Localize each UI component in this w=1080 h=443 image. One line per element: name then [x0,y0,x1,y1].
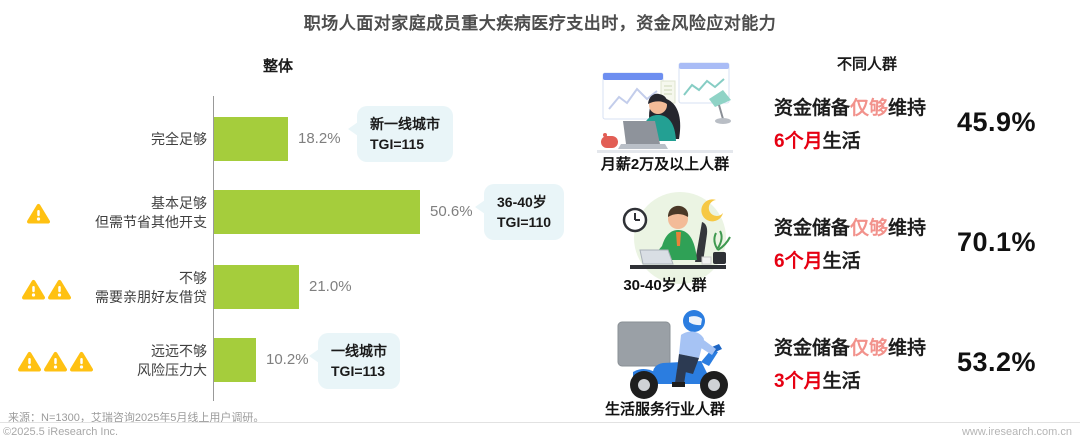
bar-value: 21.0% [309,278,352,295]
warning-icons [18,351,93,372]
bar [214,338,256,382]
website-url: www.iresearch.com.cn [961,426,1072,438]
warning-icons [22,279,71,300]
bar-label: 基本足够 但需节省其他开支 [95,195,207,230]
warning-icon [48,279,71,300]
group-percent: 53.2% [957,347,1037,377]
bar-label: 远远不够 风险压力大 [137,343,207,378]
tgi-tooltip: 新一线城市 TGI=115 [348,106,453,162]
group-percent: 45.9% [957,107,1037,137]
group-caption: 生活服务行业人群 [604,401,725,418]
groups-header: 不同人群 [836,56,897,73]
footer-divider [0,422,1080,423]
bar-value: 18.2% [298,130,341,147]
warning-icon [70,351,93,372]
chart-axis-line [213,96,214,401]
woman-at-laptop-illustration [597,62,733,153]
group-percent: 70.1% [957,227,1037,257]
group-caption: 月薪2万及以上人群 [600,156,730,173]
bar [214,190,420,234]
group-desc: 资金储备仅够维持 3个月生活 [774,338,927,392]
copyright: ©2025.5 iResearch Inc. [3,426,119,438]
source-note: 来源：N=1300，艾瑞咨询2025年5月线上用户调研。 [8,412,265,424]
bar [214,265,299,309]
man-at-desk-illustration [622,192,731,284]
page-title: 职场人面对家庭成员重大疾病医疗支出时，资金风险应对能力 [303,14,777,33]
overall-header: 整体 [262,58,293,75]
tgi-tooltip: 36-40岁 TGI=110 [474,184,565,240]
bar [214,117,288,161]
bar-label: 完全足够 [151,131,207,147]
tgi-tooltip: 一线城市 TGI=113 [309,333,400,389]
bar-label: 不够 需要亲朋好友借贷 [95,270,207,305]
group-desc: 资金储备仅够维持 6个月生活 [774,98,927,152]
bar-value: 10.2% [266,351,309,368]
delivery-rider-illustration [617,310,728,399]
bar-value: 50.6% [430,203,473,220]
warning-icon [44,351,67,372]
warning-icons [27,203,50,224]
warning-icon [18,351,41,372]
group-caption: 30-40岁人群 [623,277,707,294]
warning-icon [27,203,50,224]
group-desc: 资金储备仅够维持 6个月生活 [774,218,927,272]
warning-icon [22,279,45,300]
